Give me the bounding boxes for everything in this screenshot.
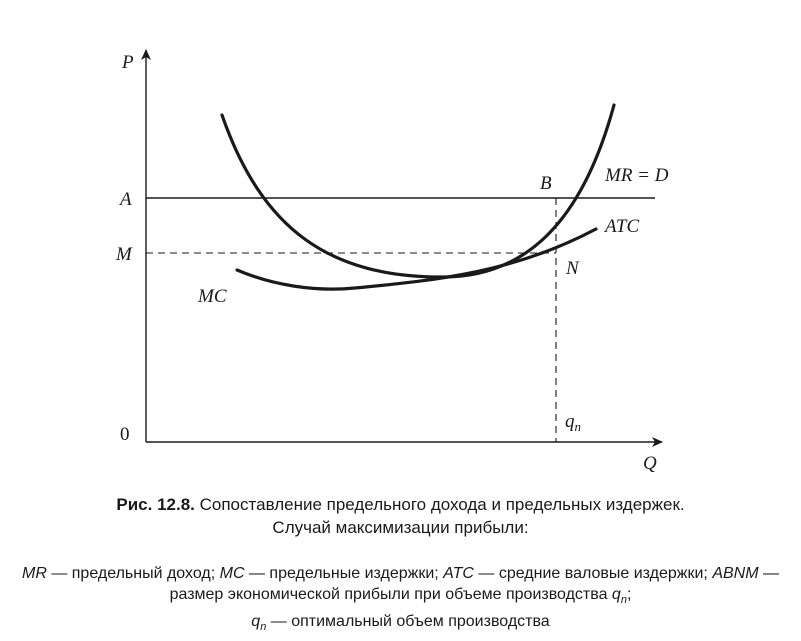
caption-title: Сопоставление предельного дохода и преде… bbox=[199, 495, 685, 514]
qn-label-sub: n bbox=[575, 419, 582, 434]
figure-legend: MR — предельный доход; MC — предельные и… bbox=[10, 563, 791, 638]
caption-line-2: Случай максимизации прибыли: bbox=[272, 518, 529, 537]
legend-qn-2: q bbox=[251, 613, 261, 631]
legend-mr-text: — предельный доход; bbox=[46, 565, 220, 582]
legend-atc: ATC bbox=[443, 565, 474, 582]
profit-maximization-diagram: P Q 0 A M B N MR = D ATC MC qn bbox=[115, 49, 669, 474]
qn-label-q: q bbox=[565, 411, 575, 432]
point-label-b: B bbox=[540, 173, 552, 194]
atc-label: ATC bbox=[603, 216, 639, 237]
legend-mr: MR bbox=[21, 565, 47, 582]
price-label-m: M bbox=[115, 244, 133, 265]
axis-label-p: P bbox=[121, 52, 134, 73]
mr-d-label: MR = D bbox=[604, 165, 669, 186]
axis-label-q: Q bbox=[643, 453, 657, 474]
qn-label: qn bbox=[565, 411, 581, 434]
legend-qn-1: q bbox=[611, 586, 621, 603]
figure-caption: Рис. 12.8. Сопоставление предельного дох… bbox=[0, 493, 801, 539]
legend-atc-text: — средние валовые издержки; bbox=[473, 565, 713, 582]
legend-qn-1-sub: n bbox=[620, 594, 627, 607]
legend-qn-2-sub: n bbox=[260, 621, 267, 634]
mc-label: MC bbox=[197, 286, 227, 307]
price-label-a: A bbox=[118, 189, 132, 210]
legend-mc: MC bbox=[219, 565, 245, 582]
point-label-n: N bbox=[565, 258, 580, 279]
legend-separator: ; bbox=[626, 586, 632, 603]
mc-curve bbox=[220, 103, 616, 279]
atc-curve bbox=[235, 227, 598, 291]
legend-abnm: ABNM bbox=[712, 565, 759, 582]
origin-label: 0 bbox=[120, 424, 130, 445]
caption-number: Рис. 12.8. bbox=[116, 495, 195, 514]
legend-abnm-text: — размер экономической прибыли при объем… bbox=[169, 565, 780, 603]
legend-mc-text: — предельные издержки; bbox=[244, 565, 444, 582]
legend-qn-2-text: — оптимальный объем производства bbox=[266, 613, 550, 631]
caption-line-1: Рис. 12.8. Сопоставление предельного дох… bbox=[0, 493, 801, 516]
